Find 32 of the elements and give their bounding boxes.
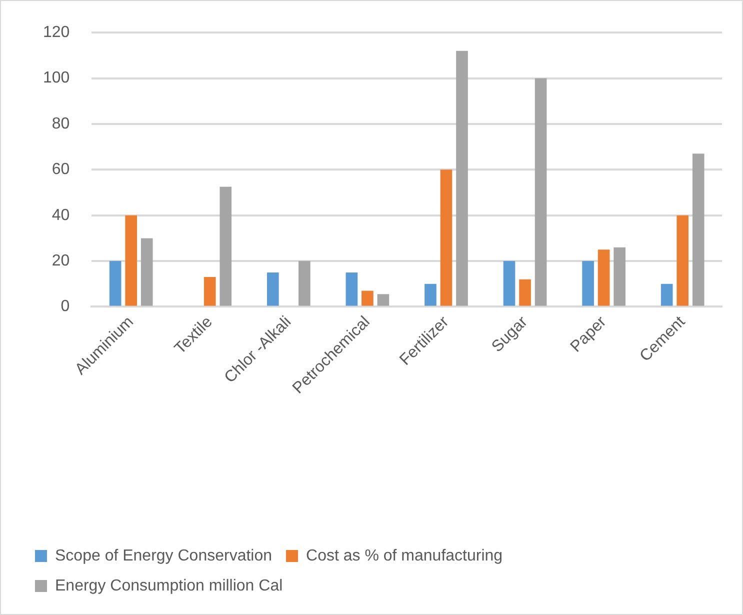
bar <box>140 238 153 306</box>
bar <box>692 154 704 306</box>
bar <box>204 277 216 306</box>
bar <box>503 261 516 306</box>
bar <box>598 250 610 306</box>
bar <box>377 294 390 306</box>
legend-label: Cost as % of manufacturing <box>306 547 503 564</box>
bar <box>534 78 547 306</box>
legend-label: Energy Consumption million Cal <box>55 577 283 594</box>
bar <box>456 50 468 306</box>
bar <box>660 284 673 306</box>
bar <box>298 261 310 306</box>
bar <box>614 247 626 306</box>
bar <box>267 272 279 306</box>
bar <box>440 170 452 306</box>
y-tick-label: 0 <box>60 298 70 316</box>
y-tick-label: 100 <box>42 70 70 87</box>
bar <box>519 279 531 306</box>
legend-label: Scope of Energy Conservation <box>55 547 272 564</box>
bar <box>424 284 436 306</box>
bar <box>582 261 594 306</box>
y-tick-label: 80 <box>52 115 70 132</box>
y-tick-label: 120 <box>42 24 70 42</box>
y-tick-label: 40 <box>52 206 70 224</box>
bar <box>109 261 122 306</box>
bar <box>346 272 358 306</box>
y-tick-label: 20 <box>52 252 70 270</box>
bar <box>676 215 689 306</box>
bar <box>362 290 374 306</box>
bar <box>220 186 232 306</box>
bar <box>125 215 137 306</box>
y-tick-label: 60 <box>52 161 70 178</box>
